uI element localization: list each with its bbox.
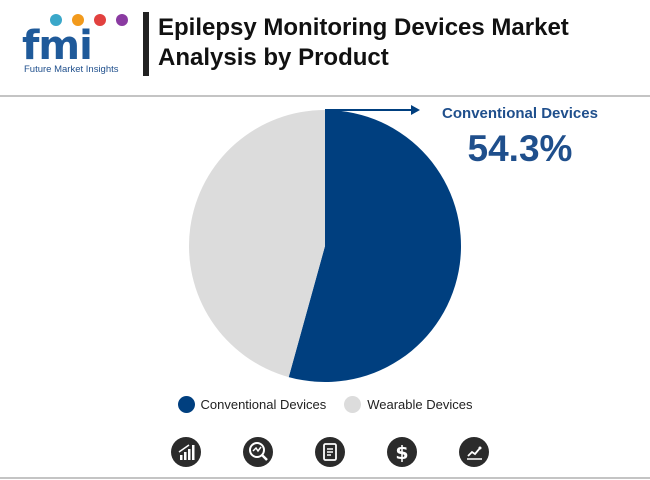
- dollar-icon: $: [387, 437, 417, 467]
- title-accent-bar: [143, 12, 149, 76]
- logo-text: fmi: [22, 23, 93, 69]
- bar-chart-icon: [171, 437, 201, 467]
- pie-chart: [189, 105, 462, 382]
- report-icon: [315, 437, 345, 467]
- legend-item-conventional: Conventional Devices: [177, 396, 327, 413]
- fmi-logo: fmi Future Market Insights: [22, 12, 134, 78]
- header: fmi Future Market Insights Epilepsy Moni…: [0, 0, 650, 95]
- legend-item-wearable: Wearable Devices: [344, 396, 473, 413]
- callout-value: 54.3%: [467, 128, 573, 169]
- logo-dots: [50, 14, 140, 28]
- callout-arrowhead: [411, 105, 420, 115]
- legend-label-wearable: Wearable Devices: [367, 397, 473, 412]
- callout-label: Conventional Devices: [442, 105, 598, 122]
- chart-legend: Conventional Devices Wearable Devices: [0, 396, 650, 413]
- footer-divider: [0, 477, 650, 479]
- header-divider: [0, 95, 650, 97]
- footer-icon-row: $: [0, 437, 650, 469]
- legend-swatch-conventional: [177, 396, 195, 413]
- pie-slice-conventional-devices: [288, 110, 462, 382]
- legend-label-conventional: Conventional Devices: [200, 397, 327, 412]
- pie-slice-wearable-devices: [189, 110, 325, 378]
- svg-text:$: $: [395, 442, 408, 464]
- logo-tagline: Future Market Insights: [24, 64, 119, 75]
- page-title: Epilepsy Monitoring Devices Market Analy…: [158, 14, 569, 71]
- line-chart-icon: [459, 437, 489, 467]
- legend-swatch-wearable: [344, 396, 362, 413]
- magnifier-chart-icon: [243, 437, 273, 467]
